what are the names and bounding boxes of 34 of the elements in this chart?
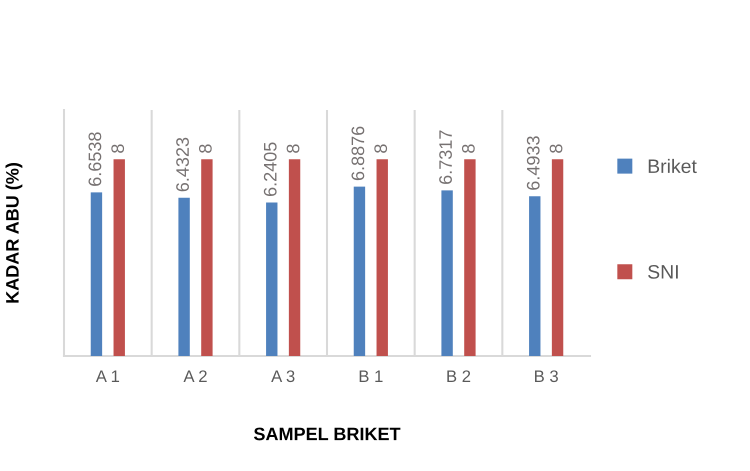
x-tick-label: A 2 bbox=[183, 370, 207, 382]
bar bbox=[266, 202, 278, 356]
data-label: 8 bbox=[286, 144, 300, 153]
bar bbox=[114, 159, 125, 356]
data-label: 6.4323 bbox=[176, 138, 189, 192]
bar bbox=[178, 198, 190, 356]
data-label: 8 bbox=[462, 144, 475, 153]
x-tick-label: B 2 bbox=[447, 370, 470, 382]
data-label: 6.2405 bbox=[264, 142, 277, 196]
x-tick-label: A 3 bbox=[271, 370, 294, 382]
bar bbox=[354, 186, 366, 356]
data-label: 6.6538 bbox=[88, 132, 102, 186]
data-label: 6.4933 bbox=[526, 136, 540, 190]
bar bbox=[376, 159, 388, 356]
x-axis-title: SAMPEL BRIKET bbox=[254, 428, 400, 440]
bar bbox=[288, 159, 300, 356]
bar bbox=[441, 190, 453, 356]
data-label: 8 bbox=[198, 144, 212, 153]
bar bbox=[201, 159, 213, 356]
legend-label: SNI bbox=[648, 264, 678, 279]
data-label: 6.7317 bbox=[439, 130, 452, 184]
legend-label: Briket bbox=[648, 158, 697, 174]
bar bbox=[90, 192, 102, 356]
bar bbox=[529, 196, 540, 356]
data-label: 8 bbox=[374, 144, 388, 153]
x-tick-label: A 1 bbox=[96, 370, 120, 382]
data-label: 8 bbox=[550, 144, 562, 153]
x-tick-label: B 3 bbox=[535, 370, 558, 382]
data-label: 6.8876 bbox=[352, 126, 364, 180]
bar bbox=[552, 159, 564, 356]
bar bbox=[464, 159, 476, 356]
y-axis-title: KADAR ABU (%) bbox=[6, 163, 22, 303]
x-tick-label: B 1 bbox=[360, 370, 383, 382]
data-label: 8 bbox=[111, 144, 124, 153]
